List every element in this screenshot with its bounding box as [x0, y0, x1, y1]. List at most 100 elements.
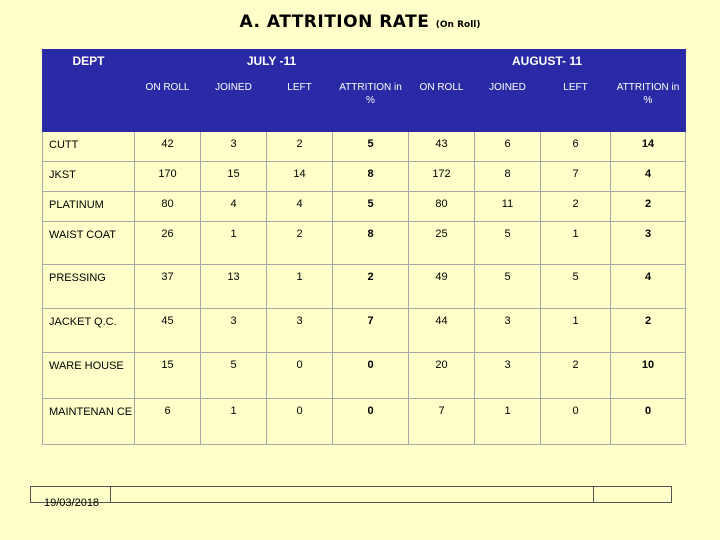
table-cell: 8	[332, 161, 409, 192]
dept-name: PRESSING	[42, 264, 135, 309]
table-cell: 13	[200, 264, 267, 309]
table-cell: 6	[474, 131, 541, 162]
table-cell: 15	[134, 352, 201, 399]
table-cell: 170	[134, 161, 201, 192]
table-cell: 2	[540, 352, 611, 399]
table-cell: 2	[540, 191, 611, 222]
table-row: JACKET Q.C. 45 3 3 7 44 3 1 2	[42, 308, 686, 353]
title-text: A. ATTRITION RATE	[239, 12, 430, 32]
title-subtitle: (On Roll)	[435, 20, 481, 30]
footer-bar	[30, 486, 672, 503]
table-cell: 2	[610, 191, 686, 222]
footer-date: 19/03/2018	[44, 497, 100, 509]
table-row: WARE HOUSE 15 5 0 0 20 3 2 10	[42, 352, 686, 399]
table-cell: 8	[474, 161, 541, 192]
dept-name: PLATINUM	[42, 191, 135, 222]
table-cell: 1	[200, 398, 267, 445]
page-title: A. ATTRITION RATE (On Roll)	[0, 12, 720, 32]
table-cell: 44	[408, 308, 475, 353]
table-cell: 80	[134, 191, 201, 222]
table-body: CUTT 42 3 2 5 43 6 6 14 JKST 170 15 14 8 172 8 7 4 PLATINU…	[42, 131, 686, 445]
table-cell: 45	[134, 308, 201, 353]
table-cell: 14	[610, 131, 686, 162]
table-row: MAINTENAN CE 6 1 0 0 7 1 0 0	[42, 398, 686, 445]
table-cell: 172	[408, 161, 475, 192]
table-cell: 0	[610, 398, 686, 445]
table-cell: 5	[332, 191, 409, 222]
table-cell: 2	[266, 221, 333, 265]
col-header: JOINED	[474, 77, 541, 132]
dept-name: WARE HOUSE	[42, 352, 135, 399]
table-cell: 3	[266, 308, 333, 353]
dept-name: WAIST COAT	[42, 221, 135, 265]
table-cell: 3	[610, 221, 686, 265]
table-cell: 20	[408, 352, 475, 399]
table-cell: 5	[332, 131, 409, 162]
table-cell: 11	[474, 191, 541, 222]
col-header: LEFT	[266, 77, 333, 132]
table-cell: 4	[266, 191, 333, 222]
table-cell: 3	[200, 308, 267, 353]
table-cell: 43	[408, 131, 475, 162]
table-cell: 7	[408, 398, 475, 445]
table-row: PLATINUM 80 4 4 5 80 11 2 2	[42, 191, 686, 222]
dept-name: MAINTENAN CE	[42, 398, 135, 445]
table-cell: 4	[200, 191, 267, 222]
table-cell: 0	[266, 398, 333, 445]
month-header-august: AUGUST- 11	[408, 49, 686, 78]
col-header: JOINED	[200, 77, 267, 132]
header-row-months: DEPT JULY -11 AUGUST- 11	[42, 49, 686, 132]
table-cell: 80	[408, 191, 475, 222]
table-cell: 37	[134, 264, 201, 309]
table-cell: 8	[332, 221, 409, 265]
col-header: ON ROLL	[134, 77, 201, 132]
table-cell: 1	[200, 221, 267, 265]
table-cell: 3	[474, 308, 541, 353]
dept-header: DEPT	[42, 49, 135, 132]
attrition-table: DEPT JULY -11 AUGUST- 11 ON ROLL JOINED …	[42, 49, 686, 445]
table-cell: 3	[474, 352, 541, 399]
table-cell: 3	[200, 131, 267, 162]
table-cell: 5	[474, 221, 541, 265]
table-cell: 42	[134, 131, 201, 162]
month-header-july: JULY -11	[134, 49, 409, 78]
col-header: LEFT	[540, 77, 611, 132]
dept-name: JKST	[42, 161, 135, 192]
table-cell: 0	[540, 398, 611, 445]
table-cell: 1	[540, 221, 611, 265]
table-cell: 14	[266, 161, 333, 192]
footer-cell	[31, 487, 111, 502]
table-cell: 6	[134, 398, 201, 445]
table-cell: 2	[332, 264, 409, 309]
table-cell: 5	[474, 264, 541, 309]
table-cell: 0	[332, 398, 409, 445]
header-row-columns: ON ROLL JOINED LEFT ATTRITION in % ON RO…	[43, 77, 686, 132]
dept-name: CUTT	[42, 131, 135, 162]
table-cell: 7	[332, 308, 409, 353]
table-cell: 10	[610, 352, 686, 399]
table-row: CUTT 42 3 2 5 43 6 6 14	[42, 131, 686, 162]
col-header: ATTRITION in %	[332, 77, 409, 132]
table-cell: 1	[474, 398, 541, 445]
table-cell: 0	[266, 352, 333, 399]
table-row: JKST 170 15 14 8 172 8 7 4	[42, 161, 686, 192]
dept-name: JACKET Q.C.	[42, 308, 135, 353]
col-header: ON ROLL	[408, 77, 475, 132]
table-cell: 2	[266, 131, 333, 162]
table-cell: 25	[408, 221, 475, 265]
table-cell: 1	[266, 264, 333, 309]
table-cell: 7	[540, 161, 611, 192]
table-row: PRESSING 37 13 1 2 49 5 5 4	[42, 264, 686, 309]
table-cell: 49	[408, 264, 475, 309]
table-cell: 5	[200, 352, 267, 399]
col-header: ATTRITION in %	[610, 77, 686, 132]
table-cell: 4	[610, 161, 686, 192]
table-row: WAIST COAT 26 1 2 8 25 5 1 3	[42, 221, 686, 265]
table-cell: 26	[134, 221, 201, 265]
table-cell: 6	[540, 131, 611, 162]
table-cell: 0	[332, 352, 409, 399]
table-cell: 1	[540, 308, 611, 353]
table-cell: 15	[200, 161, 267, 192]
footer-cell	[593, 487, 671, 502]
table-cell: 2	[610, 308, 686, 353]
